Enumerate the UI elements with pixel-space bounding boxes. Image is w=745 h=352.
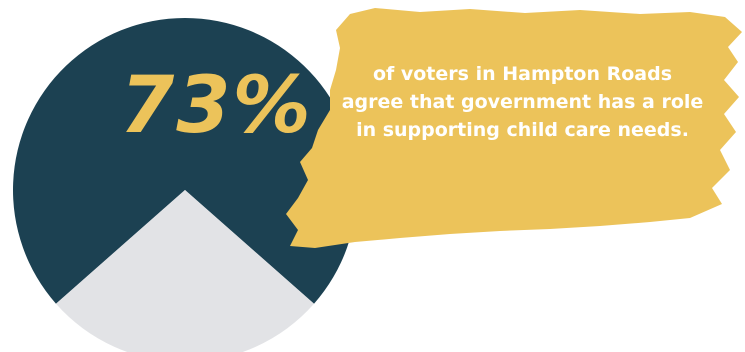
percentage-label: 73% bbox=[120, 61, 313, 151]
brush-stroke-banner bbox=[286, 8, 742, 248]
caption-text: of voters in Hampton Roads agree that go… bbox=[341, 63, 704, 141]
pie-slice-other bbox=[55, 190, 315, 352]
pie-chart bbox=[12, 17, 357, 352]
pie-slice-agree bbox=[12, 17, 357, 304]
